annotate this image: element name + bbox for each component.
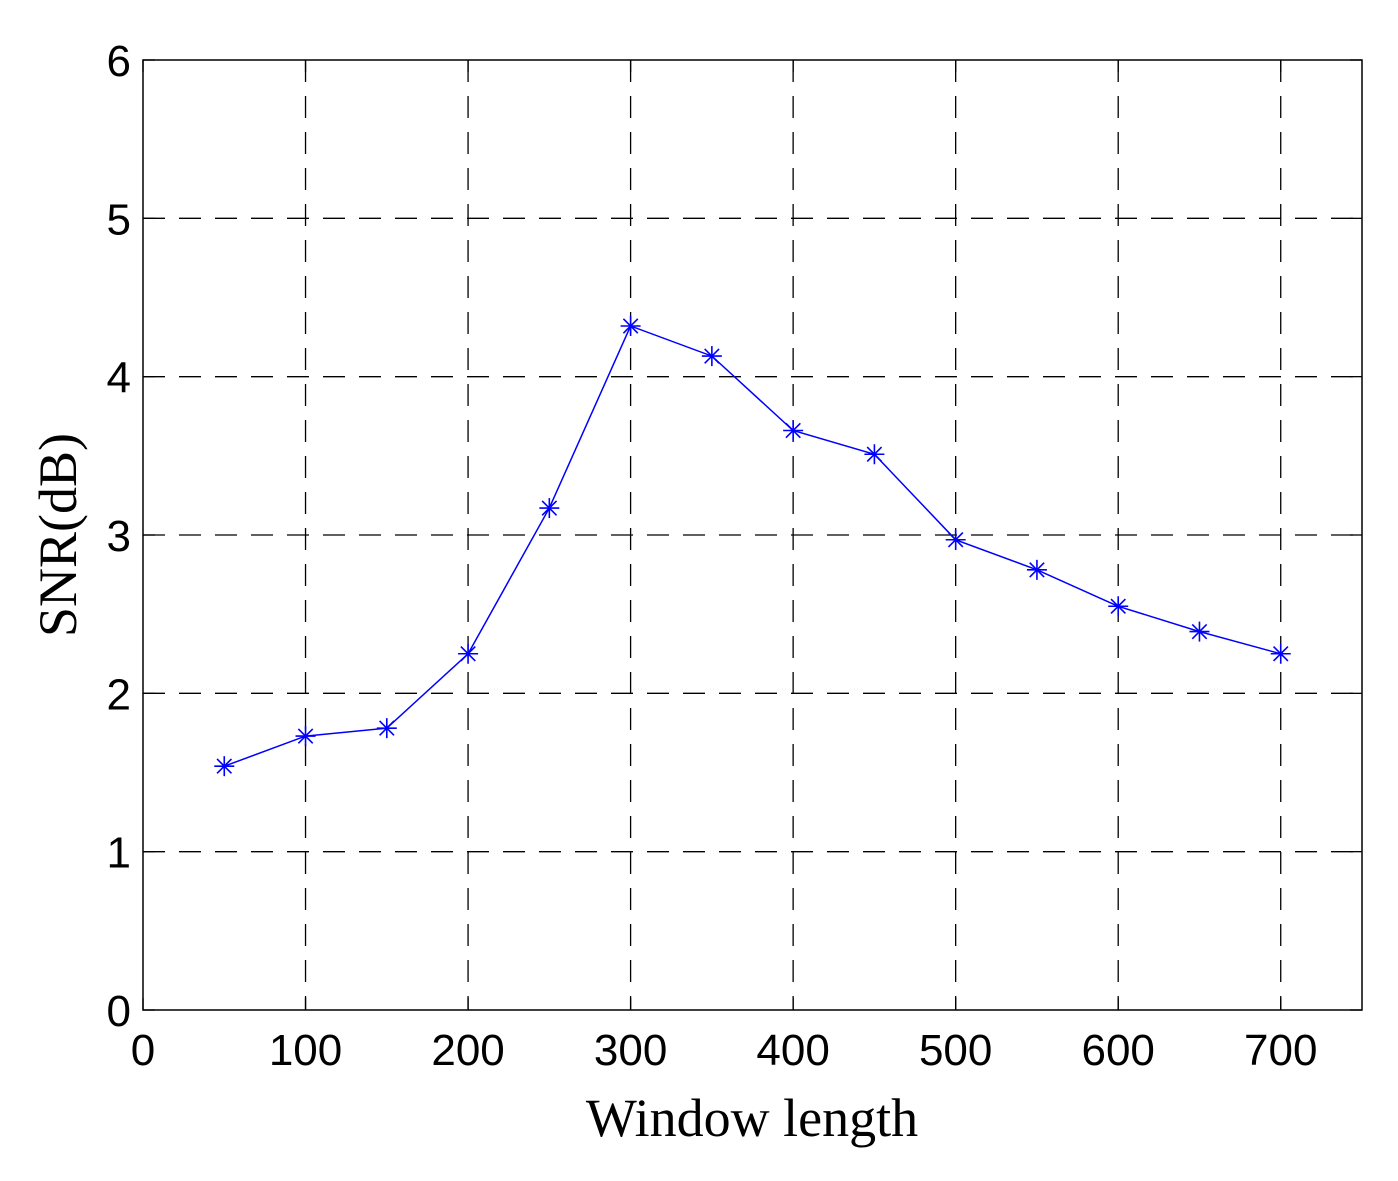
data-point-marker xyxy=(1026,559,1047,580)
data-point-marker xyxy=(376,718,397,739)
x-tick-label: 400 xyxy=(756,1026,829,1075)
marker-stroke xyxy=(541,500,558,516)
y-axis-label: SNR(dB) xyxy=(28,433,88,637)
marker-stroke xyxy=(379,720,395,736)
x-tick-label: 200 xyxy=(431,1026,504,1075)
y-tick-label: 1 xyxy=(107,829,131,878)
marker-stroke xyxy=(704,348,720,364)
marker-stroke xyxy=(1191,623,1208,640)
data-point-marker xyxy=(214,756,235,777)
y-tick-label: 4 xyxy=(107,354,131,403)
axes xyxy=(142,59,1363,1011)
marker-stroke xyxy=(1272,645,1289,662)
x-axis-label: Window length xyxy=(586,1088,918,1148)
marker-stroke xyxy=(947,531,964,548)
data-point-marker xyxy=(539,498,560,519)
x-tick-label: 0 xyxy=(131,1026,155,1075)
series-line xyxy=(224,325,1281,767)
x-tick-label: 300 xyxy=(594,1026,667,1075)
x-tick-label: 100 xyxy=(269,1026,342,1075)
marker-stroke xyxy=(785,422,801,439)
data-series xyxy=(214,316,1291,777)
data-point-marker xyxy=(620,316,641,336)
data-point-marker xyxy=(458,643,479,664)
x-tick-label: 600 xyxy=(1081,1026,1154,1075)
data-point-marker xyxy=(783,420,804,441)
marker-stroke xyxy=(216,758,233,774)
data-point-marker xyxy=(1108,596,1129,617)
marker-stroke xyxy=(1029,562,1045,578)
marker-stroke xyxy=(622,318,639,334)
data-point-marker xyxy=(945,529,966,550)
data-point-marker xyxy=(1189,621,1210,642)
y-tick-label: 6 xyxy=(107,37,131,86)
marker-stroke xyxy=(1110,598,1126,615)
y-tick-label: 0 xyxy=(107,987,131,1036)
data-point-marker xyxy=(1270,643,1291,664)
x-tick-label: 700 xyxy=(1244,1026,1317,1075)
marker-stroke xyxy=(297,728,314,744)
y-tick-label: 3 xyxy=(107,512,131,561)
x-tick-label: 500 xyxy=(919,1026,992,1075)
marker-stroke xyxy=(460,645,476,662)
y-tick-label: 5 xyxy=(107,195,131,244)
tick-labels: 0 100 200 300 400 500 600 700 0 1 2 3 4 5 6 xyxy=(107,37,1318,1075)
data-point-marker xyxy=(701,346,722,367)
y-tick-label: 2 xyxy=(107,670,131,719)
data-point-marker xyxy=(864,444,885,465)
marker-stroke xyxy=(866,446,883,463)
data-point-marker xyxy=(295,726,316,747)
